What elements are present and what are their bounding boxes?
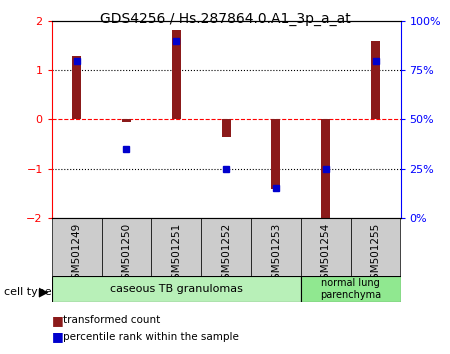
Bar [371,41,380,119]
Text: transformed count: transformed count [63,315,160,325]
Text: GSM501251: GSM501251 [171,222,181,286]
Text: ▶: ▶ [39,286,49,298]
Text: GDS4256 / Hs.287864.0.A1_3p_a_at: GDS4256 / Hs.287864.0.A1_3p_a_at [99,12,351,27]
Bar [251,218,301,276]
Bar [172,30,181,119]
Text: GSM501255: GSM501255 [371,222,381,286]
Bar [151,218,201,276]
Text: GSM501253: GSM501253 [271,222,281,286]
Bar [52,276,301,302]
Bar [122,119,131,122]
Bar [301,218,351,276]
Bar [52,218,102,276]
Bar [222,119,230,137]
Text: percentile rank within the sample: percentile rank within the sample [63,332,239,342]
Bar [301,276,400,302]
Text: caseous TB granulomas: caseous TB granulomas [110,284,243,294]
Bar [351,218,400,276]
Bar [201,218,251,276]
Text: cell type: cell type [4,287,52,297]
Text: GSM501250: GSM501250 [122,222,131,286]
Bar [102,218,151,276]
Text: ■: ■ [52,331,63,343]
Text: GSM501252: GSM501252 [221,222,231,286]
Text: normal lung
parenchyma: normal lung parenchyma [320,278,381,300]
Text: ■: ■ [52,314,63,327]
Text: GSM501254: GSM501254 [321,222,331,286]
Bar [72,56,81,119]
Text: GSM501249: GSM501249 [72,222,81,286]
Bar [271,119,280,189]
Bar [321,119,330,220]
